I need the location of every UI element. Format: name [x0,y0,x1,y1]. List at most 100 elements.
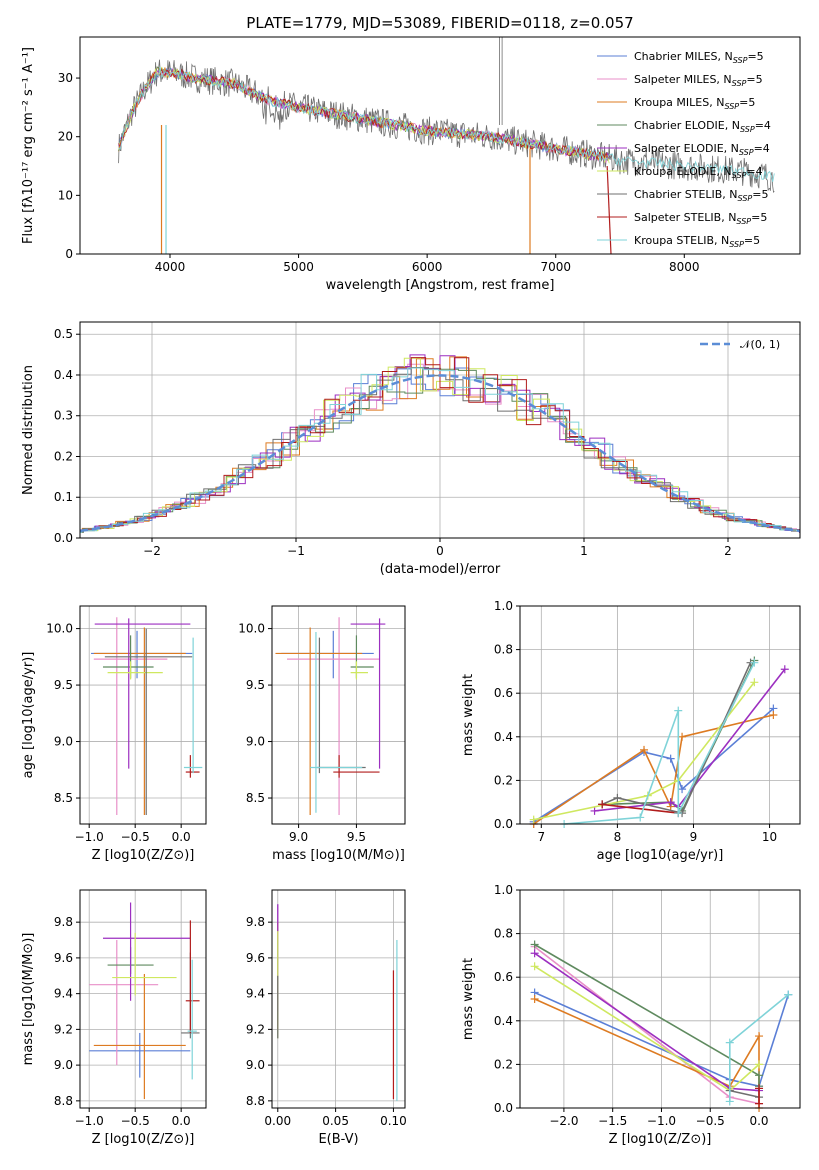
legend-label: Kroupa MILES, NSSP=5 [634,96,755,111]
histogram-lines [80,354,800,533]
weight-marker [530,962,539,971]
weight-series-line [534,943,760,1087]
y-tick-label: 0.2 [494,773,513,787]
y-tick-label: 9.8 [54,915,73,929]
y-tick-label: 8.5 [54,791,73,805]
x-tick-label: −0.5 [696,1114,725,1128]
x-tick-label: 0.05 [322,1114,349,1128]
legend-label: Salpeter STELIB, NSSP=5 [634,211,767,226]
y-tick-label: 0.0 [494,817,513,831]
weight-vs-z-axes: −2.0 −1.5 −1.0 −0.5 0.0 0.0 0.2 0.4 0.6 0.8 1.0 Z [… [461,883,800,1147]
x-tick-label: 0.0 [172,830,191,844]
x-tick-label: 9.5 [347,830,366,844]
weight-marker [674,809,683,818]
y-tick-label: 1.0 [494,599,513,613]
weight-marker [666,754,675,763]
y-tick-label: 9.0 [54,1058,73,1072]
y-axis-label: age [log10(age/yr)] [21,652,36,779]
age-vs-z-points [91,617,203,815]
legend-label: Salpeter MILES, NSSP=5 [634,73,763,88]
x-axis-label: (data-model)/error [380,562,501,577]
y-tick-label: 9.2 [246,1022,265,1036]
x-tick-label: 0.10 [380,1114,407,1128]
weight-series-line [594,668,786,812]
y-tick-label: 1.0 [494,883,513,897]
weight-marker [598,800,607,809]
spectrum-frame [79,36,801,255]
y-tick-label: 10 [58,188,73,202]
y-tick-label: 9.0 [246,1058,265,1072]
y-tick-label: 9.5 [54,678,73,692]
weight-marker [590,806,599,815]
y-tick-label: 8.8 [54,1094,73,1108]
x-tick-label: −1.0 [647,1114,676,1128]
weight-series-line [534,998,760,1108]
y-tick-label: 0.1 [54,490,73,504]
x-tick-label: −0.5 [121,1114,150,1128]
weight-marker [755,1084,764,1093]
y-tick-label: 9.4 [54,987,73,1001]
histogram-series [80,367,800,533]
spectrum-legend: Chabrier MILES, NSSP=5 Salpeter MILES, NS… [597,50,771,249]
y-tick-label: 0.8 [494,643,513,657]
y-axis-label: Normed distribution [21,365,36,495]
x-tick-label: −1.0 [75,830,104,844]
x-tick-label: 8 [614,830,622,844]
weight-marker [666,798,675,807]
y-axis-label: mass weight [461,958,476,1040]
age-vs-mass-frame [271,605,406,825]
weight-marker [769,711,778,719]
x-tick-label: 10 [762,830,777,844]
weight-marker [755,1032,764,1041]
age-vs-mass-points [275,617,386,815]
legend-label: Chabrier ELODIE, NSSP=4 [634,119,771,134]
x-tick-label: −2 [143,544,161,558]
legend-label: Chabrier STELIB, NSSP=5 [634,188,768,203]
y-tick-label: 9.8 [246,915,265,929]
x-tick-label: 8000 [669,260,700,274]
mass-vs-ebv-axes: 0.00 0.05 0.10 8.8 9.0 9.2 9.4 9.6 9.8 E(B-V) [246,890,407,1147]
legend-label: Kroupa ELODIE, NSSP=4 [634,165,763,180]
weight-marker [674,706,683,715]
x-tick-label: 0 [436,544,444,558]
weight-marker [725,1038,734,1047]
mass-vs-ebv-points [277,904,398,1101]
weight-marker [678,785,687,794]
y-tick-label: 8.8 [246,1094,265,1108]
x-tick-label: 4000 [155,260,186,274]
x-tick-label: 7000 [540,260,571,274]
spectrum-axes: 4000 5000 6000 7000 8000 0 10 20 30 wavelength [A… [21,47,700,293]
y-axis-label: Flux [fλ10⁻¹⁷ erg cm⁻² s⁻¹ A⁻¹] [21,47,36,244]
x-tick-label: −1.0 [75,1114,104,1128]
weight-marker [530,940,539,949]
weight-vs-age-frame [519,605,801,825]
weight-marker [750,678,759,687]
legend-label: Salpeter ELODIE, NSSP=4 [634,142,770,157]
y-tick-label: 10.0 [46,622,73,636]
age-vs-z-axes: −1.0 −0.5 0.0 8.5 9.0 9.5 10.0 Z [log10(Z/Z⊙)] a… [21,606,206,863]
mass-vs-ebv-frame [271,889,406,1109]
x-tick-label: 0.0 [749,1114,768,1128]
weight-series-line [534,965,760,1092]
y-tick-label: 0.4 [494,1014,513,1028]
weight-vs-age-axes: 7 8 9 10 0.0 0.2 0.4 0.6 0.8 1.0 age [log10(age/yr… [461,599,800,863]
weight-series-line [601,662,752,815]
legend-label: 𝒩(0, 1) [740,338,780,351]
y-tick-label: 0.4 [494,730,513,744]
y-tick-label: 0.2 [494,1057,513,1071]
weight-marker [755,1099,764,1108]
y-tick-label: 10.0 [238,622,265,636]
y-tick-label: 8.5 [246,791,265,805]
weight-marker [529,815,538,824]
weight-series-line [564,662,756,825]
x-tick-label: 0.0 [172,1114,191,1128]
y-tick-label: 9.0 [54,735,73,749]
residual-hist-axes: −2 −1 0 1 2 0.0 0.1 0.2 0.3 0.4 0.5 (data-model)/er… [21,322,800,577]
y-tick-label: 0.4 [54,368,73,382]
x-tick-label: −0.5 [121,830,150,844]
x-tick-label: −2.0 [549,1114,578,1128]
x-tick-label: 5000 [283,260,314,274]
y-tick-label: 9.6 [246,951,265,965]
